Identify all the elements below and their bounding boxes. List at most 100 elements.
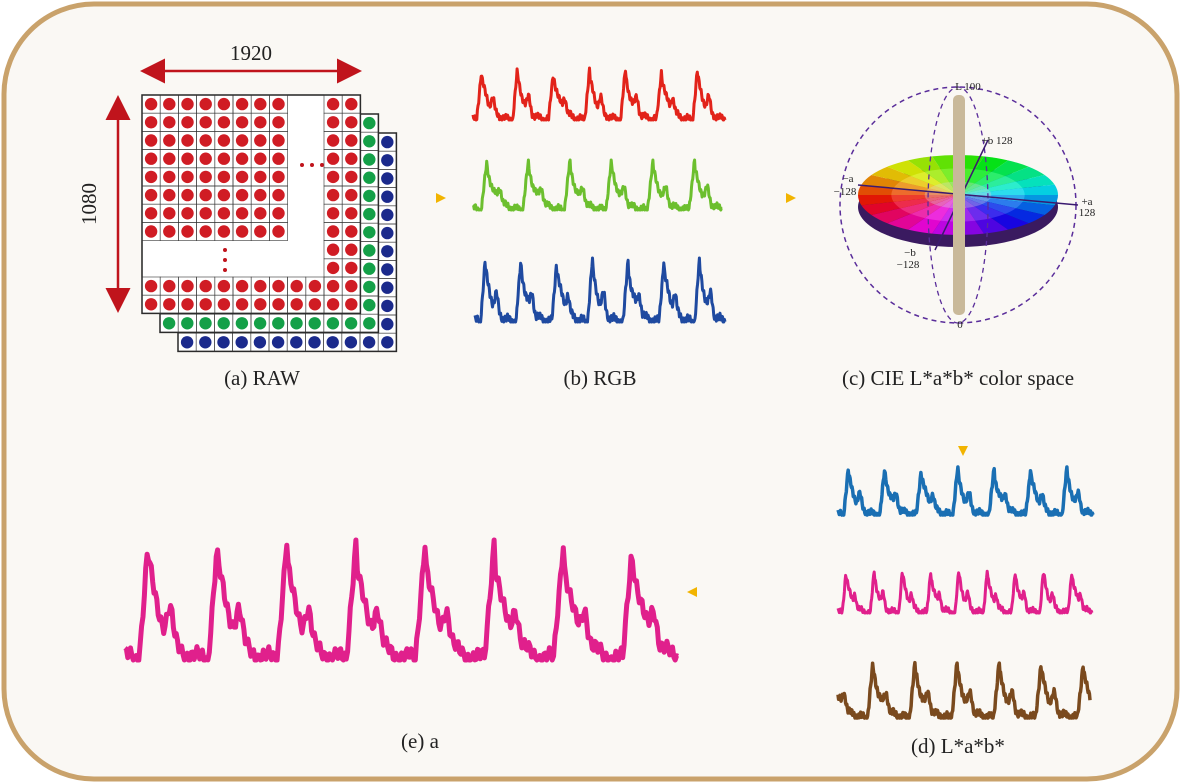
panel-c-label: (c) CIE L*a*b* color space	[842, 366, 1074, 390]
pixel	[363, 117, 375, 129]
minus-b: −b	[904, 247, 916, 259]
pixel	[345, 317, 357, 329]
pixel	[163, 207, 175, 219]
pixel	[181, 298, 193, 310]
pixel	[345, 98, 357, 110]
pixel	[345, 244, 357, 256]
ellipsis-dot	[300, 163, 304, 167]
pixel	[327, 116, 339, 128]
pixel	[327, 153, 339, 165]
pixel	[272, 336, 284, 348]
pixel	[327, 189, 339, 201]
pixel	[272, 280, 284, 292]
pixel	[381, 227, 393, 239]
pixel	[327, 280, 339, 292]
pixel	[200, 189, 212, 201]
pixel	[145, 225, 157, 237]
pixel	[327, 98, 339, 110]
pixel	[145, 98, 157, 110]
pixel	[200, 98, 212, 110]
pixel	[200, 171, 212, 183]
pixel	[181, 134, 193, 146]
pixel	[363, 336, 375, 348]
pixel	[272, 134, 284, 146]
pixel	[145, 298, 157, 310]
pixel	[345, 262, 357, 274]
pixel	[363, 172, 375, 184]
pixel	[181, 336, 193, 348]
minus-a: −a	[842, 173, 853, 185]
pixel	[272, 207, 284, 219]
pixel	[181, 207, 193, 219]
pixel	[254, 189, 266, 201]
pixel	[363, 281, 375, 293]
height-label: 1080	[77, 183, 101, 225]
pixel	[218, 317, 230, 329]
pixel	[200, 116, 212, 128]
pixel	[236, 298, 248, 310]
pixel	[163, 225, 175, 237]
minus-b-value: −128	[897, 259, 920, 271]
pixel	[381, 263, 393, 275]
pixel	[236, 116, 248, 128]
pixel	[145, 189, 157, 201]
pixel	[345, 189, 357, 201]
pixel	[236, 98, 248, 110]
pixel	[363, 208, 375, 220]
pixel	[345, 153, 357, 165]
pixel	[145, 116, 157, 128]
pixel	[163, 116, 175, 128]
pixel	[217, 336, 229, 348]
pixel	[381, 209, 393, 221]
pixel	[199, 336, 211, 348]
pixel	[381, 282, 393, 294]
pixel	[291, 298, 303, 310]
pixel	[272, 317, 284, 329]
ellipsis-dot	[320, 163, 324, 167]
pixel	[254, 336, 266, 348]
pixel	[290, 317, 302, 329]
plus-b: +b 128	[982, 135, 1013, 147]
plus-a-value: 128	[1079, 207, 1096, 219]
pixel	[345, 336, 357, 348]
pixel	[363, 153, 375, 165]
pixel	[181, 189, 193, 201]
pixel	[345, 116, 357, 128]
pixel	[163, 317, 175, 329]
pixel	[218, 98, 230, 110]
pixel	[381, 154, 393, 166]
pixel	[163, 171, 175, 183]
pixel	[145, 153, 157, 165]
pixel	[345, 298, 357, 310]
pixel	[309, 280, 321, 292]
l-bottom: 0	[957, 319, 963, 331]
pixel	[363, 135, 375, 147]
pixel	[163, 280, 175, 292]
pixel	[200, 134, 212, 146]
pixel	[272, 171, 284, 183]
l-axis	[953, 95, 965, 315]
pixel	[199, 317, 211, 329]
pixel	[345, 225, 357, 237]
pixel	[272, 225, 284, 237]
pixel	[181, 280, 193, 292]
pixel	[181, 317, 193, 329]
pixel	[145, 280, 157, 292]
pixel	[254, 225, 266, 237]
pixel	[236, 336, 248, 348]
pixel	[381, 300, 393, 312]
ellipsis-dot	[223, 268, 227, 272]
pixel	[272, 98, 284, 110]
pixel	[200, 280, 212, 292]
panel-d-label: (d) L*a*b*	[911, 734, 1005, 758]
pixel	[236, 189, 248, 201]
pixel	[218, 280, 230, 292]
pixel	[272, 153, 284, 165]
pixel	[327, 317, 339, 329]
pixel	[163, 298, 175, 310]
pixel	[381, 136, 393, 148]
pixel	[218, 134, 230, 146]
pixel	[218, 225, 230, 237]
pixel	[218, 298, 230, 310]
ellipsis-dot	[223, 248, 227, 252]
